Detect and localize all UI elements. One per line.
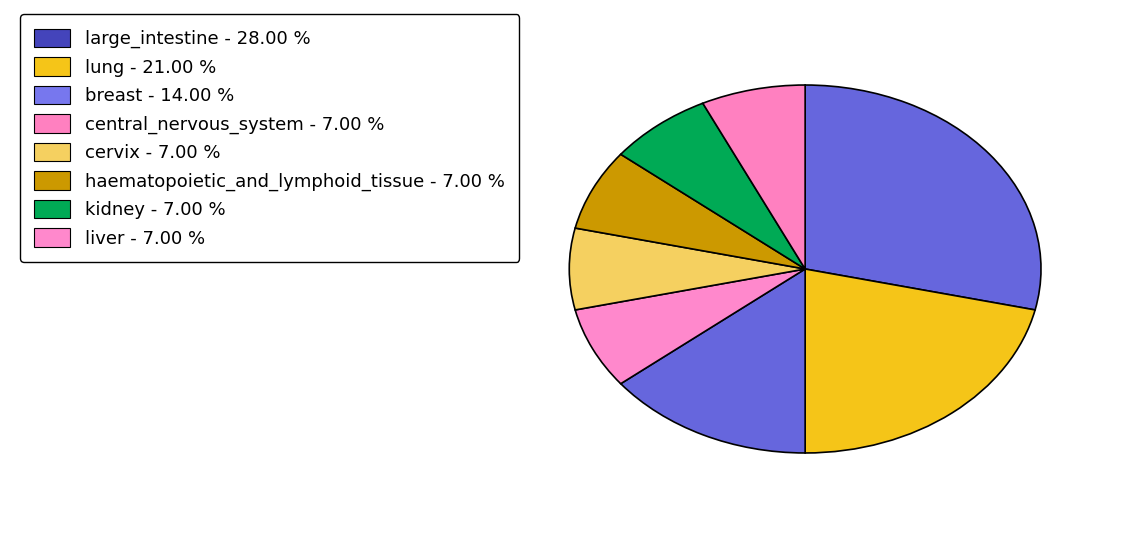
Wedge shape [805, 269, 1035, 453]
Wedge shape [703, 85, 805, 269]
Wedge shape [569, 228, 805, 310]
Wedge shape [575, 154, 805, 269]
Wedge shape [805, 85, 1041, 310]
Wedge shape [620, 103, 805, 269]
Legend: large_intestine - 28.00 %, lung - 21.00 %, breast - 14.00 %, central_nervous_sys: large_intestine - 28.00 %, lung - 21.00 … [20, 15, 519, 262]
Wedge shape [575, 269, 805, 384]
Wedge shape [620, 269, 805, 453]
